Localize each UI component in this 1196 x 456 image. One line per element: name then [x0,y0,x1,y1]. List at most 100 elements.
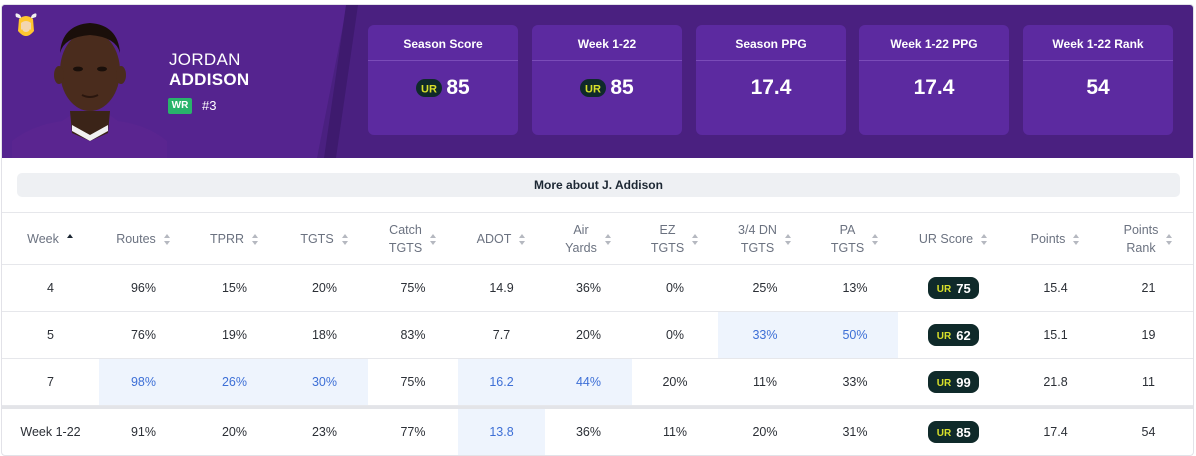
stat-label: Week 1-22 [577,37,637,51]
cell-routes: 76% [130,328,157,342]
cell-points: 15.4 [1043,281,1068,295]
column-header-tgts[interactable]: TGTS [281,213,368,265]
sort-icon[interactable] [604,233,612,245]
column-header-line1: PA [839,223,856,237]
cell-tprr: 19% [221,328,248,342]
column-header-line1: TGTS [300,232,334,246]
cell-routes: 91% [130,425,157,439]
cell-tgts: 23% [311,425,338,439]
ur-logo-icon: UR [937,331,952,342]
column-header-line1: 3/4 DN [738,223,777,237]
stat-value: 17.4 [913,76,955,99]
stat-value-text: 85 [610,76,634,99]
sort-icon[interactable] [163,233,171,245]
column-header-ur-score[interactable]: UR Score [898,213,1009,265]
sort-icon[interactable] [341,233,349,245]
column-header-line2: TGTS [388,241,423,255]
sort-icon[interactable] [981,233,988,245]
column-header-label: TPRR [210,230,244,248]
cell-catch-tgts: 75% [400,281,426,295]
cell-catch-tgts: 77% [400,425,426,439]
player-last-name: ADDISON [169,70,250,89]
column-header-line2: TGTS [650,241,685,255]
table-total-row: Week 1-22 91% 20% 23% 77% 13.8 36% 11% 20% 31% UR 8… [2,406,1193,455]
cell-catch-tgts: 75% [400,375,426,389]
sort-icon[interactable] [872,233,879,245]
cell-air-yards: 44% [545,359,632,405]
column-header-pa-tgts[interactable]: PA TGTS [812,213,898,265]
stat-value: 17.4 [750,76,792,99]
column-header-points[interactable]: Points [1009,213,1102,265]
cell-third-fourth-down-tgts: 25% [752,281,778,295]
column-header-routes[interactable]: Routes [99,213,188,265]
stat-label: Season Score [403,37,483,51]
cell-tprr: 20% [221,425,248,439]
table-header-row: Week Routes TPRR TGTS Catch TGTS ADOT Air Yards E… [2,212,1193,265]
column-header-ez-tgts[interactable]: EZ TGTS [632,213,718,265]
column-header-label: UR Score [919,230,973,248]
sort-icon[interactable] [519,233,526,245]
column-header-label: PA TGTS [831,221,864,257]
sort-icon[interactable] [252,233,259,245]
cell-third-fourth-down-tgts: 11% [752,375,778,389]
cell-third-fourth-down-tgts: 20% [752,425,778,439]
stat-label: Week 1-22 PPG [890,37,978,51]
column-header-line1: Week [27,232,59,246]
cell-points: 17.4 [1043,425,1068,439]
cell-week: 4 [47,281,54,295]
table-row: 5 76% 19% 18% 83% 7.7 20% 0% 33% 50% UR 62 15.1 19 [2,312,1193,359]
column-header-line1: UR Score [918,232,974,246]
position-badge: WR [168,98,192,114]
column-header-label: ADOT [477,230,512,248]
sort-ascending-icon[interactable] [66,233,74,245]
cell-tgts: 20% [311,281,338,295]
sort-icon[interactable] [692,233,699,245]
cell-week: 5 [47,328,54,342]
column-header-line1: Routes [116,232,156,246]
column-header-label: Air Yards [565,221,597,257]
column-header-tprr[interactable]: TPRR [188,213,281,265]
ur-score-value: 75 [956,280,971,296]
svg-text:UR: UR [937,428,952,439]
ur-score-badge: UR 85 [928,421,979,443]
stat-label: Season PPG [735,37,807,51]
cell-ez-tgts: 0% [665,328,685,342]
more-about-button[interactable]: More about J. Addison [17,173,1180,197]
sort-icon[interactable] [430,233,437,245]
ur-logo-icon: UR [937,284,952,295]
column-header-line2: TGTS [740,241,775,255]
column-header-catch-tgts[interactable]: Catch TGTS [368,213,458,265]
sort-icon[interactable] [1073,233,1080,245]
column-header-adot[interactable]: ADOT [458,213,545,265]
ur-score-badge: UR 99 [928,371,979,393]
svg-text:UR: UR [937,378,952,389]
column-header-air-yards[interactable]: Air Yards [545,213,632,265]
stat-week-range-score: Week 1-22 UR 85 [532,25,682,135]
sort-icon[interactable] [1166,233,1173,245]
column-header-line1: ADOT [476,232,512,246]
cell-points-rank: 54 [1141,425,1156,439]
player-first-name: JORDAN [169,50,241,69]
column-header-line1: TPRR [209,232,245,246]
stat-value: UR 85 [368,75,518,101]
column-header-week[interactable]: Week [2,213,99,265]
sort-icon[interactable] [784,233,792,245]
cell-pa-tgts: 31% [842,425,868,439]
column-header-line2: TGTS [830,241,865,255]
column-header-label: Points [1031,230,1066,248]
cell-air-yards: 36% [575,281,602,295]
cell-tprr: 15% [221,281,248,295]
stat-season-score: Season Score UR 85 [368,25,518,135]
stat-divider [368,60,518,61]
column-header-third-fourth-down-tgts[interactable]: 3/4 DN TGTS [718,213,812,265]
column-header-points-rank[interactable]: Points Rank [1102,213,1193,265]
cell-ur-score: UR 75 [898,265,1009,311]
column-header-line1: EZ [659,223,676,237]
player-header: JORDAN ADDISON WR #3 Season Score UR 85 … [2,5,1193,158]
ur-score-value: 62 [956,327,971,343]
cell-tgts: 30% [281,359,368,405]
cell-points: 15.1 [1043,328,1068,342]
table-row: 4 96% 15% 20% 75% 14.9 36% 0% 25% 13% UR 75 15.4 21 [2,265,1193,312]
cell-air-yards: 20% [575,328,602,342]
svg-text:UR: UR [585,84,601,96]
